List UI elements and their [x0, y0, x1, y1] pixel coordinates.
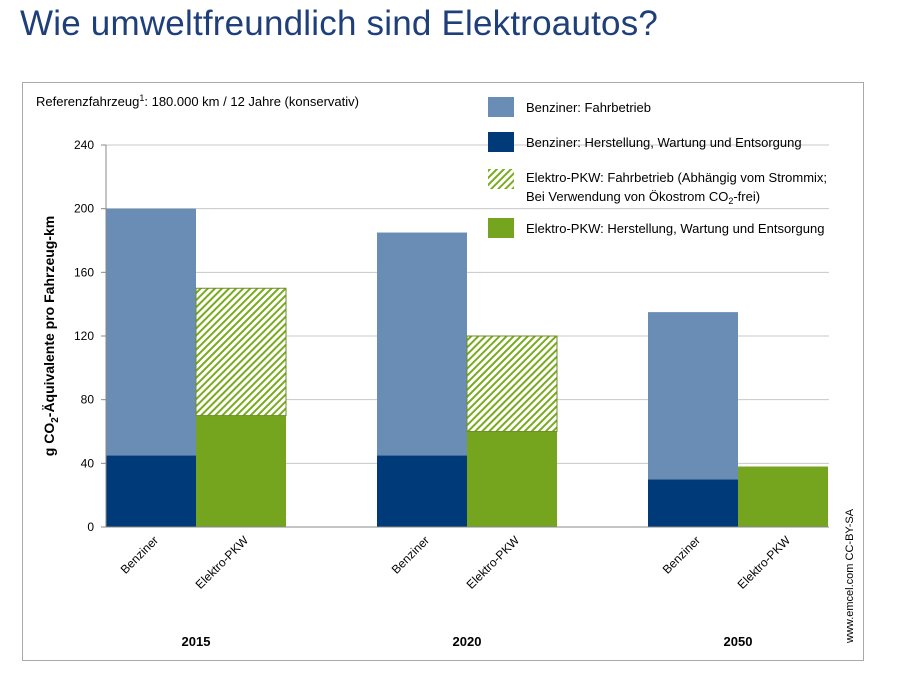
bar-2050-benziner-fahrbetrieb — [648, 312, 738, 480]
legend-label-elektro-herstellung: Elektro-PKW: Herstellung, Wartung und En… — [526, 221, 824, 236]
reference-note: Referenzfahrzeug1: 180.000 km / 12 Jahre… — [36, 93, 359, 109]
legend-label-elektro-fahrbetrieb-line1: Elektro-PKW: Fahrbetrieb (Abhängig vom S… — [526, 170, 827, 185]
bar-2020-benziner-herstellung — [377, 455, 467, 527]
y-tick-label: 200 — [74, 202, 94, 216]
x-category-label: Elektro-PKW — [193, 533, 252, 592]
legend-swatch-elektro-herstellung — [488, 218, 514, 238]
bar-2015-elektro-herstellung — [196, 415, 286, 527]
bar-2020-elektro-herstellung — [467, 431, 557, 527]
x-category-label: Elektro-PKW — [735, 533, 794, 592]
y-tick-label: 120 — [74, 329, 94, 343]
x-category-label: Benziner — [118, 533, 161, 576]
bar-2015-benziner-herstellung — [106, 455, 196, 527]
chart-frame: Referenzfahrzeug1: 180.000 km / 12 Jahre… — [22, 82, 864, 661]
x-group-label-2020: 2020 — [453, 634, 482, 649]
y-tick-label: 240 — [74, 138, 94, 152]
y-tick-label: 160 — [74, 265, 94, 279]
bar-2050-elektro-herstellung — [738, 466, 828, 527]
bar-2020-elektro-fahrbetrieb — [466, 335, 558, 432]
page-title: Wie umweltfreundlich sind Elektroautos? — [20, 4, 659, 43]
bar-2015-benziner-fahrbetrieb — [106, 208, 196, 456]
y-tick-label: 40 — [81, 456, 95, 470]
x-category-label: Benziner — [389, 533, 432, 576]
legend-swatch-elektro-fahrbetrieb — [488, 169, 514, 189]
legend-label-elektro-fahrbetrieb-line2: Bei Verwendung von Ökostrom CO2-frei) — [526, 189, 760, 206]
legend: Benziner: Fahrbetrieb Benziner: Herstell… — [488, 97, 827, 238]
bar-2015-elektro-fahrbetrieb — [195, 287, 287, 417]
bar-2050-benziner-herstellung — [648, 479, 738, 527]
x-group-label-2015: 2015 — [182, 634, 211, 649]
x-category-label: Elektro-PKW — [464, 533, 523, 592]
legend-swatch-benziner-fahrbetrieb — [488, 97, 514, 117]
y-tick-label: 0 — [87, 520, 94, 534]
legend-label-benziner-herstellung: Benziner: Herstellung, Wartung und Entso… — [526, 135, 802, 150]
legend-label-benziner-fahrbetrieb: Benziner: Fahrbetrieb — [526, 100, 651, 115]
legend-swatch-benziner-herstellung — [488, 132, 514, 152]
x-group-label-2050: 2050 — [724, 634, 753, 649]
y-tick-label: 80 — [81, 393, 95, 407]
bars-layer — [106, 208, 828, 527]
chart-svg: Referenzfahrzeug1: 180.000 km / 12 Jahre… — [36, 93, 856, 649]
y-axis-label: g CO2-Äquivalente pro Fahrzeug-km — [41, 216, 61, 456]
bar-2020-benziner-fahrbetrieb — [377, 232, 467, 456]
x-category-label: Benziner — [660, 533, 703, 576]
credit-text: www.emcel.com CC-BY-SA — [844, 508, 856, 644]
